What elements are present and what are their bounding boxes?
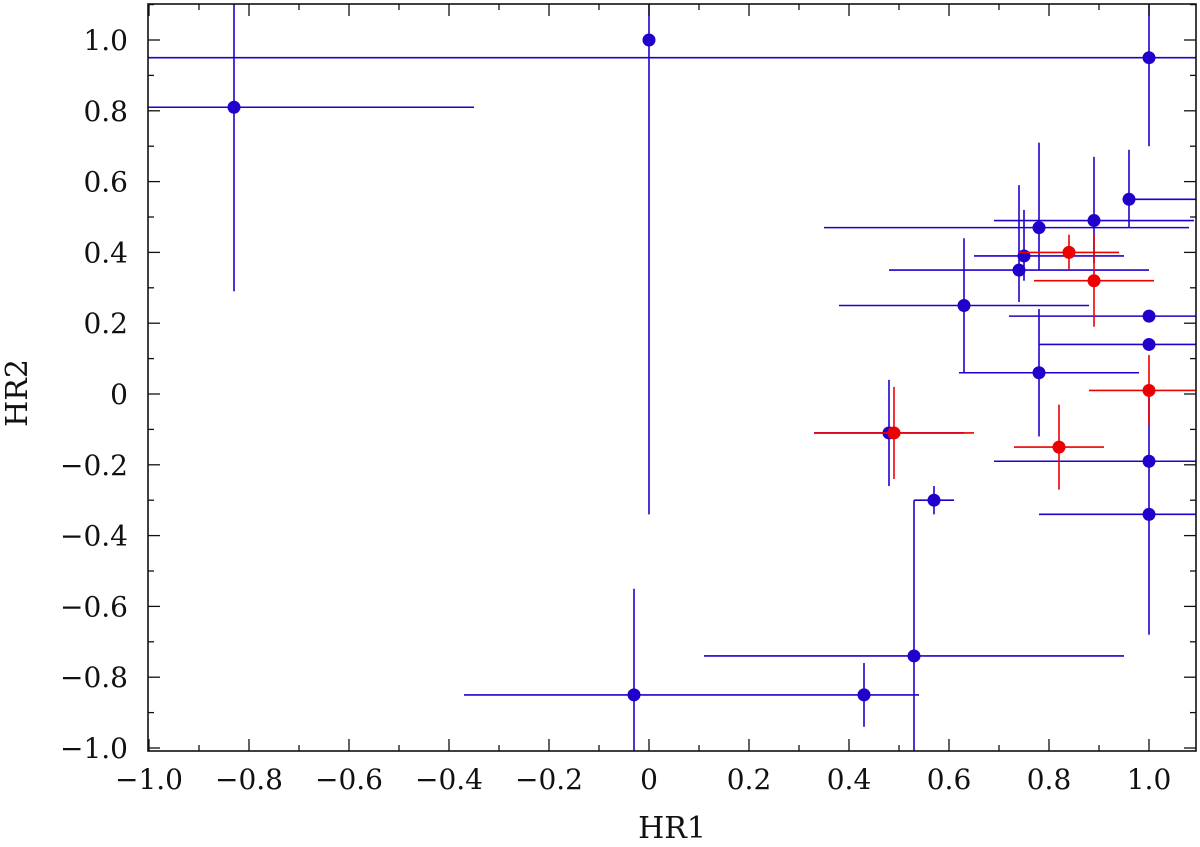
y-tick-label: 0.8 [83,95,128,128]
data-point [1142,51,1156,65]
x-tick-label: −1.0 [115,763,183,796]
x-tick-label: −0.4 [415,763,483,796]
x-tick-label: 0.8 [1027,763,1072,796]
axis-tick-labels: −1.0 −0.8 −0.6 −0.4 −0.2 0 0.2 0.4 0.6 0.8 1.0 −1.0… [60,24,1171,796]
x-axis-title: HR1 [638,811,706,846]
plot-area [147,3,1197,752]
y-tick-label: −0.4 [60,520,128,553]
data-point [857,688,871,702]
data-point [1142,309,1156,323]
data-point [1032,221,1046,235]
data-point [1142,337,1156,351]
data-point [1122,192,1136,206]
y-tick-label: 1.0 [83,24,128,57]
x-tick-label: 0 [640,763,658,796]
plot-frame [147,3,1197,752]
series-red [814,234,1196,490]
y-tick-label: 0.4 [83,236,128,269]
y-tick-label: 0.6 [83,166,128,199]
data-point [1087,274,1101,288]
y-tick-label: −1.0 [60,732,128,765]
x-tick-label: 0.2 [727,763,772,796]
x-tick-label: −0.8 [215,763,283,796]
data-point [227,100,241,114]
y-tick-label: −0.2 [60,449,128,482]
data-point [927,493,941,507]
data-point [1142,383,1156,397]
y-axis-title: HR2 [0,359,35,427]
x-tick-label: 0.6 [927,763,972,796]
y-tick-label: −0.6 [60,590,128,623]
data-point [907,649,921,663]
x-tick-label: 0.4 [827,763,872,796]
x-tick-label: 1.0 [1127,763,1172,796]
data-point [957,299,971,312]
series-blue [148,4,1196,751]
x-tick-label: −0.6 [315,763,383,796]
data-point [627,688,641,702]
y-tick-label: 0.2 [83,307,128,340]
data-point [1032,366,1046,380]
data-point [887,426,901,440]
data-points-layer [148,4,1196,751]
y-tick-label: −0.8 [60,661,128,694]
data-point [1012,263,1026,277]
data-point [1062,245,1076,259]
data-point [1142,507,1156,521]
data-point [1052,440,1066,454]
data-point [1087,214,1101,228]
data-point [642,33,656,47]
axis-ticks [148,3,1196,751]
x-tick-label: −0.2 [515,763,583,796]
y-tick-label: 0 [110,378,128,411]
